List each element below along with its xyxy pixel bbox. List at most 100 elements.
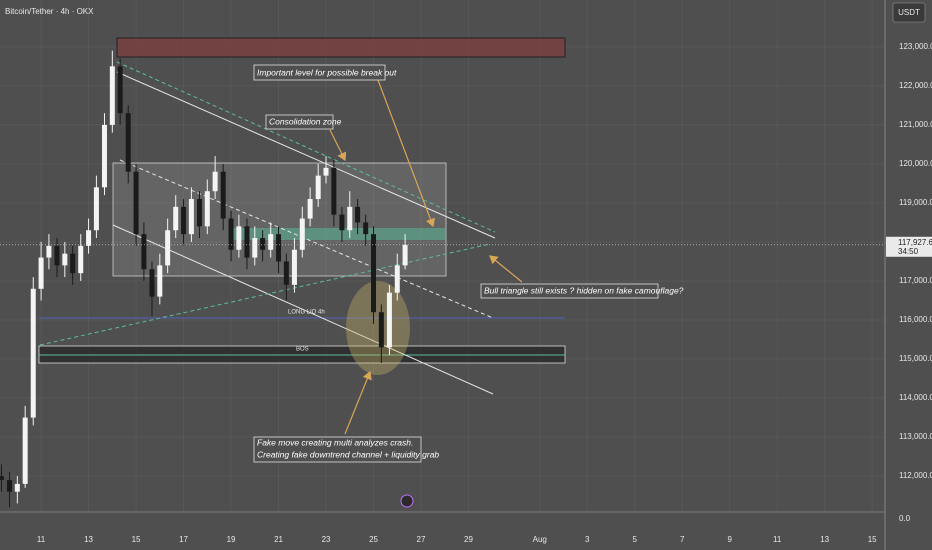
candle-body bbox=[141, 234, 147, 270]
x-tick-label: 13 bbox=[84, 535, 93, 544]
candle-body bbox=[339, 214, 345, 231]
candle-body bbox=[78, 245, 84, 274]
candle-body bbox=[212, 171, 218, 192]
last-price-tag bbox=[886, 236, 932, 257]
arrow bbox=[377, 79, 435, 228]
candle-body bbox=[355, 206, 361, 223]
candle-body bbox=[54, 245, 60, 266]
x-tick-label: 15 bbox=[132, 535, 141, 544]
candle-body bbox=[307, 199, 313, 219]
y-tick-label: 115,000.0 bbox=[899, 354, 932, 363]
candle-body bbox=[30, 288, 36, 418]
last-price: 117,927.6 bbox=[898, 238, 932, 247]
candle-body bbox=[299, 218, 305, 250]
candle-body bbox=[315, 175, 321, 200]
highlight bbox=[346, 281, 410, 375]
annotations: Important level for possible break out C… bbox=[253, 64, 684, 508]
candle-body bbox=[228, 218, 234, 250]
candle-body bbox=[86, 230, 92, 246]
axes: 112,000.0 113,000.0 114,000.0 115,000.0 116,… bbox=[37, 42, 932, 544]
note-box bbox=[265, 114, 334, 130]
candles bbox=[0, 50, 885, 508]
candle-body bbox=[394, 265, 400, 293]
arrow bbox=[329, 129, 347, 162]
channel-line bbox=[112, 224, 494, 395]
candle-body bbox=[291, 249, 297, 285]
candle-body bbox=[331, 167, 337, 215]
x-tick-label: 11 bbox=[37, 535, 46, 544]
liq-label: LONG LIQ 4h bbox=[288, 310, 325, 316]
x-tick-label: 29 bbox=[464, 535, 473, 544]
countdown: 34:50 bbox=[898, 247, 919, 256]
x-tick-label: 9 bbox=[727, 535, 732, 544]
note: Consolidation zone bbox=[269, 116, 342, 126]
x-tick-label: 17 bbox=[179, 535, 188, 544]
candle-body bbox=[196, 199, 202, 227]
y-tick-label: 114,000.0 bbox=[899, 393, 932, 402]
chart-title: Bitcoin/Tether · 4h · OKX bbox=[5, 7, 94, 16]
x-tick-label: 15 bbox=[868, 535, 877, 544]
y-tick-label: 119,000.0 bbox=[899, 198, 932, 207]
grid bbox=[0, 0, 885, 512]
note-box bbox=[253, 436, 422, 463]
x-tick-label: 23 bbox=[322, 535, 331, 544]
candle-body bbox=[70, 253, 76, 274]
currency-button[interactable] bbox=[892, 2, 926, 23]
event-icon bbox=[400, 494, 414, 508]
candle-body bbox=[268, 234, 274, 250]
candle-body bbox=[38, 257, 44, 289]
x-tick-label: 21 bbox=[274, 535, 283, 544]
y-tick-label: 120,000.0 bbox=[899, 159, 932, 168]
x-tick-label: 3 bbox=[585, 535, 590, 544]
note-box bbox=[253, 64, 386, 81]
candle-body bbox=[347, 206, 353, 231]
note: Important level for possible break out bbox=[257, 67, 397, 77]
arrow bbox=[489, 255, 523, 283]
channel-mid bbox=[119, 159, 494, 319]
candle-body bbox=[133, 171, 139, 235]
x-tick-label: 25 bbox=[369, 535, 378, 544]
y-tick-label: 112,000.0 bbox=[899, 471, 932, 480]
candle-body bbox=[378, 312, 384, 348]
candle-body bbox=[93, 187, 99, 231]
x-tick-label: Aug bbox=[533, 535, 547, 544]
candle-body bbox=[157, 265, 163, 297]
candle-body bbox=[117, 66, 123, 114]
x-tick-label: 27 bbox=[417, 535, 426, 544]
candle-body bbox=[260, 238, 266, 250]
candle-body bbox=[188, 199, 194, 235]
candle-body bbox=[244, 226, 250, 258]
candle-body bbox=[276, 234, 282, 262]
y-tick-label: 116,000.0 bbox=[899, 315, 932, 324]
y-tick-label: 123,000.0 bbox=[899, 42, 932, 51]
candle-body bbox=[181, 206, 187, 235]
candle-body bbox=[6, 480, 12, 492]
candle-body bbox=[109, 66, 115, 125]
currency[interactable]: USDT bbox=[898, 8, 920, 17]
candle-body bbox=[101, 124, 107, 188]
trend-line bbox=[116, 61, 496, 233]
candle-body bbox=[402, 244, 408, 266]
x-tick-label: 13 bbox=[820, 535, 829, 544]
candle-body bbox=[0, 476, 4, 480]
x-tick-label: 7 bbox=[680, 535, 685, 544]
trend-line bbox=[116, 71, 496, 239]
candle-body bbox=[173, 206, 179, 231]
bos-label: BOS bbox=[296, 347, 309, 353]
y-tick-label: 117,000.0 bbox=[899, 276, 932, 285]
candle-body bbox=[22, 417, 28, 484]
candle-body bbox=[220, 171, 226, 219]
candle-body bbox=[204, 191, 210, 227]
candle-body bbox=[46, 245, 52, 258]
candle-body bbox=[165, 230, 171, 266]
candle-body bbox=[283, 261, 289, 285]
teal-zone bbox=[230, 228, 446, 240]
candle-body bbox=[323, 167, 329, 176]
candle-body bbox=[125, 113, 131, 172]
x-tick-label: 5 bbox=[632, 535, 637, 544]
candle-body bbox=[363, 222, 369, 235]
candle-body bbox=[149, 269, 155, 297]
y-tick-label: 113,000.0 bbox=[899, 432, 932, 441]
